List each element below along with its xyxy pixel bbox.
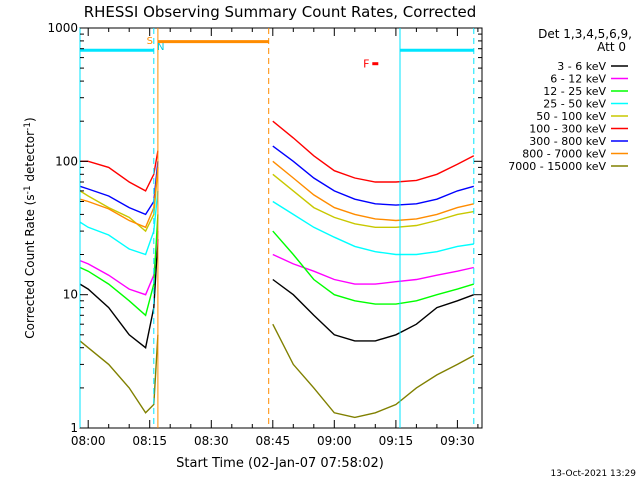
x-axis-label: Start Time (02-Jan-07 07:58:02) — [176, 456, 384, 471]
series-line-4 — [79, 167, 474, 233]
legend-label-8: 7000 - 15000 keV — [508, 160, 606, 173]
legend-header-line1: Det 1,3,4,5,6,9, — [538, 27, 632, 41]
x-tick-label-6: 09:30 — [440, 434, 475, 448]
y-axis-label: Corrected Count Rate (s-1 detector-1) — [23, 117, 37, 338]
legend-label-2: 12 - 25 keV — [543, 85, 606, 98]
series-line-0 — [79, 239, 475, 349]
x-tick-label-0: 08:00 — [71, 434, 106, 448]
n-label: N — [157, 42, 164, 53]
series-group — [79, 120, 475, 419]
legend-label-1: 6 - 12 keV — [550, 73, 606, 86]
series-line-5 — [80, 120, 475, 192]
marker-group: SN F — [79, 28, 475, 428]
y-axis-label-main: Corrected Count Rate (s — [23, 194, 37, 338]
footer-timestamp: 13-Oct-2021 13:29 — [551, 469, 637, 479]
x-tick-label-1: 08:15 — [132, 434, 167, 448]
f-label: F — [363, 58, 369, 71]
series-line-2 — [79, 214, 475, 317]
y-tick-label-0: 1 — [70, 421, 78, 435]
x-tick-label-5: 09:15 — [379, 434, 414, 448]
chart-title: RHESSI Observing Summary Count Rates, Co… — [84, 3, 477, 21]
legend-label-7: 800 - 7000 keV — [522, 148, 606, 161]
x-tick-label-2: 08:30 — [194, 434, 229, 448]
legend-label-4: 50 - 100 keV — [536, 110, 606, 123]
y-tick-label-2: 100 — [55, 154, 78, 168]
legend-label-0: 3 - 6 keV — [557, 60, 606, 73]
y-tick-label-3: 1000 — [47, 21, 78, 35]
legend-label-5: 100 - 300 keV — [529, 123, 606, 136]
y-axis-label-end: ) — [23, 117, 37, 122]
series-line-7 — [79, 160, 474, 229]
series-line-8 — [79, 323, 475, 419]
legend-header-line2: Att 0 — [597, 40, 626, 54]
y-axis-label-sup2: -1 — [23, 122, 33, 131]
tick-group: 1 10 100 1000 08:00 08:15 08:30 08:45 09:00 09:15… — [47, 21, 482, 448]
y-axis-label-mid: detector — [23, 131, 37, 186]
y-tick-label-1: 10 — [63, 288, 78, 302]
x-tick-label-3: 08:45 — [256, 434, 291, 448]
y-axis-label-sup1: -1 — [23, 185, 33, 194]
s-label: S — [147, 36, 153, 47]
legend-label-6: 300 - 800 keV — [529, 135, 606, 148]
legend-label-3: 25 - 50 keV — [543, 98, 606, 111]
x-tick-label-4: 09:00 — [317, 434, 352, 448]
